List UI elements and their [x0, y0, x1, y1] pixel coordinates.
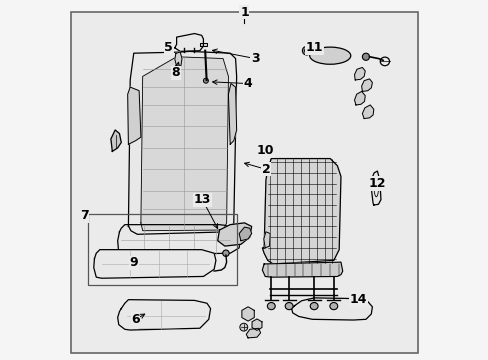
- Polygon shape: [242, 307, 254, 321]
- Ellipse shape: [309, 302, 317, 310]
- Ellipse shape: [362, 53, 369, 60]
- Ellipse shape: [267, 302, 275, 310]
- Text: 11: 11: [305, 41, 322, 54]
- Text: 14: 14: [349, 293, 367, 306]
- Text: 6: 6: [131, 313, 140, 326]
- Ellipse shape: [222, 250, 229, 256]
- Polygon shape: [228, 84, 236, 144]
- Polygon shape: [362, 105, 373, 118]
- Polygon shape: [354, 91, 365, 105]
- Polygon shape: [118, 300, 210, 330]
- Polygon shape: [111, 130, 121, 152]
- Text: 5: 5: [164, 41, 173, 54]
- Text: 1: 1: [240, 6, 248, 19]
- Polygon shape: [246, 328, 260, 338]
- Polygon shape: [239, 227, 251, 241]
- Text: 10: 10: [256, 144, 273, 157]
- Ellipse shape: [304, 49, 308, 53]
- Polygon shape: [118, 225, 241, 255]
- Polygon shape: [291, 298, 372, 320]
- Ellipse shape: [302, 46, 310, 55]
- Text: 3: 3: [250, 52, 259, 65]
- Polygon shape: [94, 249, 216, 278]
- Polygon shape: [263, 232, 270, 248]
- Polygon shape: [251, 319, 262, 330]
- Polygon shape: [217, 223, 251, 246]
- Polygon shape: [127, 87, 141, 144]
- Polygon shape: [371, 171, 380, 205]
- Text: 2: 2: [261, 163, 270, 176]
- Ellipse shape: [203, 78, 208, 83]
- Polygon shape: [262, 158, 340, 264]
- Ellipse shape: [240, 323, 247, 331]
- Polygon shape: [200, 43, 206, 46]
- Ellipse shape: [329, 302, 337, 310]
- Polygon shape: [175, 33, 203, 51]
- Ellipse shape: [285, 302, 292, 310]
- Bar: [88, 214, 236, 285]
- Text: 9: 9: [129, 256, 138, 269]
- Polygon shape: [175, 52, 182, 66]
- Text: 8: 8: [171, 66, 180, 79]
- Polygon shape: [361, 79, 372, 91]
- Ellipse shape: [309, 47, 350, 64]
- Text: 4: 4: [243, 77, 252, 90]
- Ellipse shape: [373, 179, 378, 197]
- Polygon shape: [262, 262, 342, 277]
- Text: 7: 7: [80, 209, 89, 222]
- Text: 13: 13: [193, 193, 211, 206]
- Polygon shape: [354, 67, 365, 80]
- Polygon shape: [141, 57, 228, 231]
- Polygon shape: [128, 51, 236, 234]
- Text: 12: 12: [368, 177, 386, 190]
